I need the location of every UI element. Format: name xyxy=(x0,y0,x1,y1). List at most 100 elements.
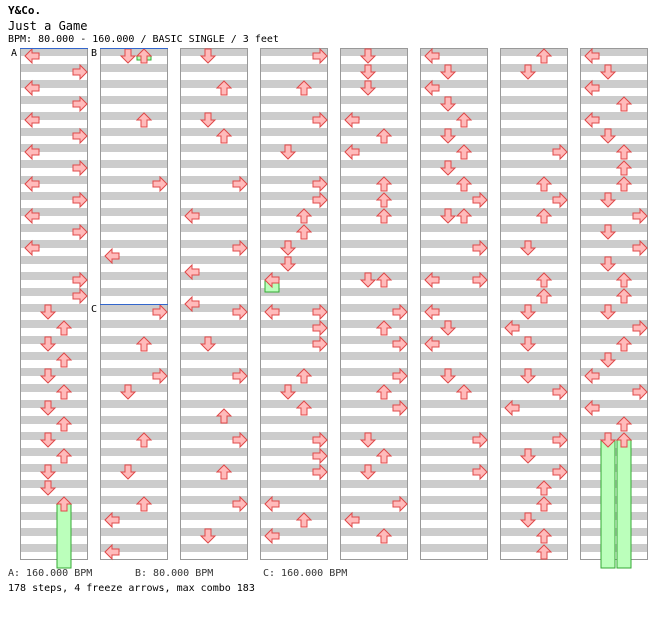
beat-stripe xyxy=(260,352,328,360)
left-arrow-icon xyxy=(504,319,520,337)
beat-stripe xyxy=(420,544,488,552)
beat-stripe xyxy=(100,352,168,360)
right-arrow-icon xyxy=(312,191,328,209)
beat-stripe xyxy=(260,512,328,520)
bpm-marker-label: A xyxy=(11,48,17,59)
beat-stripe xyxy=(340,464,408,472)
beat-stripe xyxy=(340,512,408,520)
up-arrow-icon xyxy=(615,176,633,192)
left-arrow-icon xyxy=(424,303,440,321)
up-arrow-icon xyxy=(215,464,233,480)
beat-stripe xyxy=(100,400,168,408)
beat-stripe xyxy=(420,400,488,408)
beat-stripe xyxy=(340,432,408,440)
left-arrow-icon xyxy=(264,303,280,321)
beat-stripe xyxy=(580,384,648,392)
beat-stripe xyxy=(180,48,248,56)
beat-stripe xyxy=(580,128,648,136)
beat-stripe xyxy=(420,464,488,472)
up-arrow-icon xyxy=(135,48,153,64)
beat-stripe xyxy=(340,544,408,552)
beat-stripe xyxy=(180,304,248,312)
beat-stripe xyxy=(100,416,168,424)
down-arrow-icon xyxy=(119,384,137,400)
beat-stripe xyxy=(100,448,168,456)
right-arrow-icon xyxy=(72,223,88,241)
up-arrow-icon xyxy=(135,432,153,448)
beat-stripe xyxy=(20,48,88,56)
beat-stripe xyxy=(580,336,648,344)
beat-stripe xyxy=(180,336,248,344)
left-arrow-icon xyxy=(584,399,600,417)
bpm-legend-b: B: 80.000 BPM xyxy=(135,568,214,579)
chart-column xyxy=(260,48,328,560)
beat-stripe xyxy=(420,96,488,104)
left-arrow-icon xyxy=(24,239,40,257)
bpm-legend-c: C: 160.000 BPM xyxy=(263,568,348,579)
down-arrow-icon xyxy=(359,464,377,480)
up-arrow-icon xyxy=(295,208,313,224)
beat-stripe xyxy=(420,240,488,248)
beat-stripe xyxy=(340,112,408,120)
beat-stripe xyxy=(20,144,88,152)
down-arrow-icon xyxy=(199,48,217,64)
beat-stripe xyxy=(420,288,488,296)
right-arrow-icon xyxy=(552,383,568,401)
up-arrow-icon xyxy=(375,128,393,144)
beat-stripe xyxy=(20,304,88,312)
beat-stripe xyxy=(100,320,168,328)
beat-stripe xyxy=(340,240,408,248)
beat-stripe xyxy=(180,528,248,536)
beat-stripe xyxy=(100,80,168,88)
down-arrow-icon xyxy=(599,224,617,240)
beat-stripe xyxy=(580,272,648,280)
bpm-marker-label: C xyxy=(91,304,97,315)
beat-stripe xyxy=(420,448,488,456)
beat-stripe xyxy=(580,368,648,376)
beat-stripe xyxy=(420,256,488,264)
down-arrow-icon xyxy=(599,192,617,208)
right-arrow-icon xyxy=(472,271,488,289)
beat-stripe xyxy=(180,208,248,216)
left-arrow-icon xyxy=(104,511,120,529)
down-arrow-icon xyxy=(519,64,537,80)
up-arrow-icon xyxy=(615,336,633,352)
up-arrow-icon xyxy=(135,496,153,512)
beat-stripe xyxy=(100,480,168,488)
up-arrow-icon xyxy=(535,496,553,512)
down-arrow-icon xyxy=(199,528,217,544)
beat-stripe xyxy=(340,384,408,392)
beat-stripe xyxy=(580,304,648,312)
beat-stripe xyxy=(20,416,88,424)
beat-stripe xyxy=(260,528,328,536)
beat-stripe xyxy=(500,368,568,376)
up-arrow-icon xyxy=(55,416,73,432)
beat-stripe xyxy=(420,160,488,168)
left-arrow-icon xyxy=(584,367,600,385)
beat-stripe xyxy=(580,80,648,88)
beat-stripe xyxy=(500,112,568,120)
beat-stripe xyxy=(260,304,328,312)
beat-stripe xyxy=(340,288,408,296)
beat-stripe xyxy=(340,480,408,488)
beat-stripe xyxy=(20,464,88,472)
beat-stripe xyxy=(20,112,88,120)
beat-stripe xyxy=(260,448,328,456)
up-arrow-icon xyxy=(215,80,233,96)
beat-stripe xyxy=(500,288,568,296)
beat-stripe xyxy=(260,368,328,376)
up-arrow-icon xyxy=(535,528,553,544)
beat-stripe xyxy=(260,176,328,184)
right-arrow-icon xyxy=(552,431,568,449)
beat-stripe xyxy=(420,48,488,56)
up-arrow-icon xyxy=(455,208,473,224)
down-arrow-icon xyxy=(39,464,57,480)
up-arrow-icon xyxy=(615,144,633,160)
right-arrow-icon xyxy=(472,191,488,209)
beat-stripe xyxy=(420,384,488,392)
down-arrow-icon xyxy=(519,368,537,384)
beat-stripe xyxy=(260,480,328,488)
beat-stripe xyxy=(100,432,168,440)
beat-stripe xyxy=(340,320,408,328)
right-arrow-icon xyxy=(72,63,88,81)
